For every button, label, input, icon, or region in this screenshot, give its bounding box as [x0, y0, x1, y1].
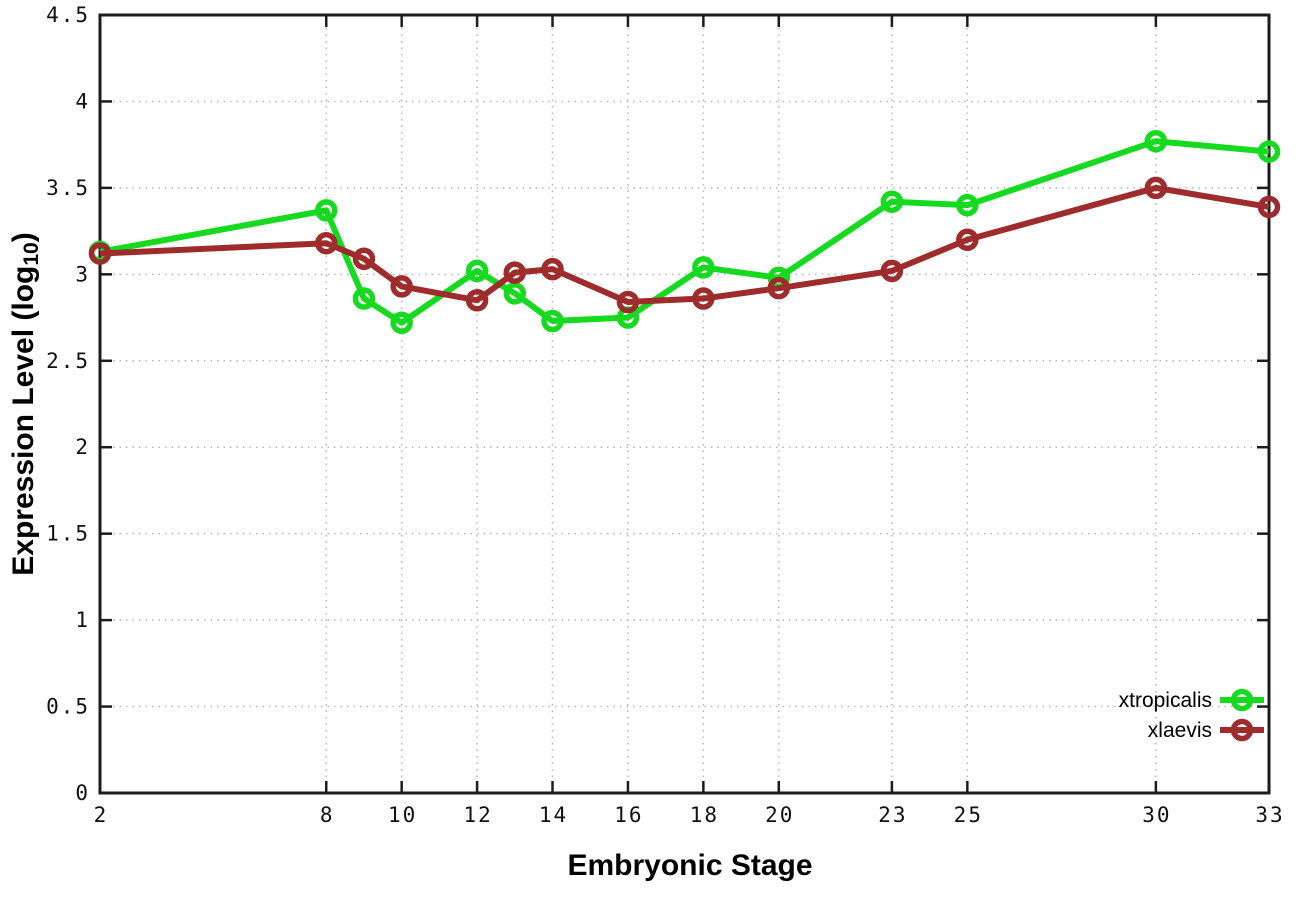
data-point-xtropicalis	[692, 256, 715, 279]
y-tick-label: 4.5	[46, 3, 90, 27]
y-tick-label: 1	[75, 608, 90, 632]
x-tick-label: 30	[1142, 803, 1171, 827]
data-point-xlaevis	[1144, 176, 1168, 200]
y-axis-title: Expression Level (log10)	[7, 232, 43, 576]
legend-label-xlaevis: xlaevis	[1148, 719, 1212, 742]
data-point-xtropicalis	[1257, 140, 1281, 163]
data-point-xlaevis	[880, 259, 904, 283]
data-point-xlaevis	[767, 276, 791, 300]
plot-border	[98, 13, 1271, 795]
y-tick-label: 4	[75, 89, 90, 113]
data-point-xtropicalis	[956, 193, 979, 217]
series-line-xtropicalis	[99, 138, 1270, 326]
data-point-xtropicalis	[503, 282, 527, 305]
y-tick-label: 3	[75, 262, 90, 286]
x-tick-label: 33	[1255, 803, 1284, 827]
legend-label-xtropicalis: xtropicalis	[1119, 689, 1212, 712]
x-tick-label: 23	[878, 803, 907, 827]
x-tick-label: 18	[690, 803, 719, 827]
data-point-xlaevis	[541, 257, 564, 281]
data-point-xtropicalis	[390, 311, 413, 334]
data-point-xlaevis	[692, 287, 715, 310]
y-axis-title-subscript: 10	[20, 242, 43, 266]
x-tick-label: 2	[94, 803, 109, 827]
x-tick-label: 20	[765, 803, 794, 827]
data-point-xtropicalis	[465, 259, 489, 283]
y-axis-title-text: Expression Level (log	[7, 265, 40, 576]
x-tick-label: 12	[463, 803, 492, 827]
data-point-xtropicalis	[315, 199, 338, 222]
x-axis-title: Embryonic Stage	[567, 849, 813, 882]
data-point-xlaevis	[315, 231, 338, 255]
legend-marker-xtropicalis	[1230, 688, 1254, 712]
series-line-xlaevis	[99, 184, 1270, 305]
x-tick-label: 14	[539, 803, 568, 827]
data-point-xtropicalis	[1144, 129, 1168, 153]
y-tick-label: 2	[75, 435, 90, 459]
y-tick-label: 3.5	[46, 176, 90, 200]
data-point-xtropicalis	[352, 287, 376, 310]
x-tick-label: 10	[388, 803, 417, 827]
data-point-xlaevis	[352, 247, 376, 271]
data-point-xlaevis	[390, 275, 413, 298]
y-axis-title-suffix: )	[7, 232, 40, 243]
data-point-xtropicalis	[541, 309, 564, 333]
data-point-xlaevis	[503, 261, 527, 284]
data-point-xtropicalis	[880, 190, 904, 213]
data-point-xlaevis	[88, 242, 112, 265]
x-tick-label: 16	[614, 803, 643, 827]
y-tick-label: 1.5	[46, 522, 90, 546]
x-tick-label: 25	[954, 803, 983, 827]
data-point-xlaevis	[465, 289, 489, 312]
data-point-xlaevis	[956, 228, 979, 252]
x-tick-label: 8	[320, 803, 335, 827]
y-tick-label: 2.5	[46, 349, 90, 373]
data-point-xlaevis	[616, 290, 640, 314]
y-tick-label: 0.5	[46, 695, 90, 719]
data-point-xlaevis	[1257, 195, 1281, 219]
legend-marker-xlaevis	[1230, 718, 1254, 742]
y-tick-label: 0	[75, 781, 90, 805]
